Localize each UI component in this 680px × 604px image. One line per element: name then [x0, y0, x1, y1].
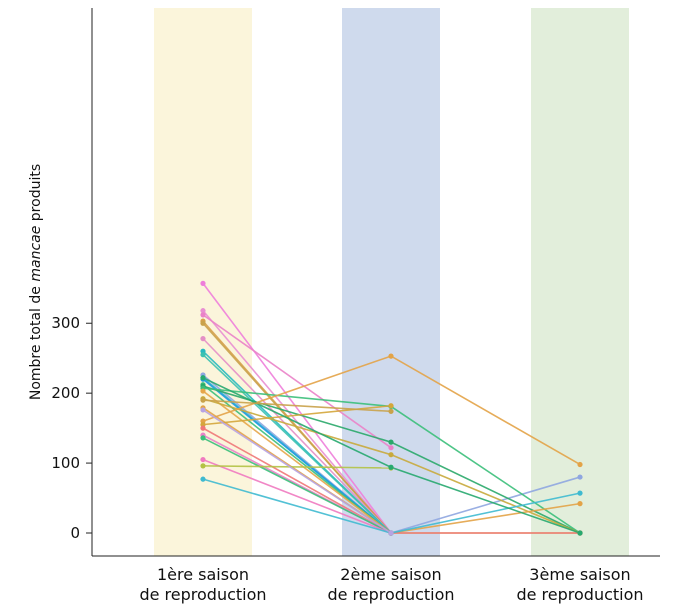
data-point — [388, 403, 394, 409]
y-axis-label-suffix: produits — [28, 164, 44, 226]
category-bands — [154, 8, 629, 556]
series-line-6 — [202, 338, 392, 534]
y-axis-label: Nombre total de mancae produits — [28, 164, 44, 400]
x-tick-label-2: 2ème saison de reproduction — [327, 565, 454, 604]
data-point — [200, 308, 206, 314]
data-point — [388, 530, 394, 536]
series-line-8 — [202, 354, 392, 534]
data-point — [200, 320, 206, 326]
x-tick-label-3: 3ème saison de reproduction — [516, 565, 643, 604]
category-band-2 — [342, 8, 440, 556]
x-tick-label-line: 2ème saison — [340, 565, 441, 584]
series-line-5 — [202, 314, 392, 449]
series-line-22 — [202, 437, 392, 534]
data-point — [388, 464, 394, 470]
x-tick-label-line: 3ème saison — [529, 565, 630, 584]
data-point — [200, 456, 206, 463]
y-tick-label: 300 — [51, 314, 80, 332]
data-point — [200, 375, 206, 381]
data-point — [388, 353, 394, 359]
data-point — [577, 461, 583, 468]
data-point — [388, 439, 394, 445]
series-points — [200, 280, 583, 536]
data-point — [200, 425, 206, 431]
series-line-4 — [202, 322, 392, 534]
x-tick-label-line: de reproduction — [516, 585, 643, 604]
data-point — [388, 452, 394, 458]
data-point — [200, 388, 206, 394]
data-point — [388, 408, 394, 414]
data-point — [200, 476, 206, 482]
x-tick-label-line: de reproduction — [139, 585, 266, 604]
data-point — [200, 352, 206, 358]
category-band-3 — [531, 8, 629, 556]
data-point — [200, 397, 206, 403]
y-tick-label: 0 — [70, 524, 80, 542]
data-point — [200, 336, 206, 342]
data-point — [388, 445, 394, 451]
x-tick-label-line: de reproduction — [327, 585, 454, 604]
data-point — [200, 280, 206, 286]
data-point — [200, 463, 206, 469]
series-line-23 — [202, 458, 392, 534]
data-point — [200, 312, 206, 318]
y-tick-label: 100 — [51, 454, 80, 472]
series-line-1 — [202, 282, 392, 534]
series-line-28 — [202, 409, 392, 534]
data-point — [200, 407, 206, 413]
data-point — [577, 474, 583, 480]
x-tick-label-line: 1ère saison — [157, 565, 249, 584]
y-axis-label-italic: mancae — [28, 226, 44, 282]
series-line-27 — [202, 399, 392, 413]
y-axis-label-prefix: Nombre total de — [28, 282, 44, 401]
y-ticks: 0 100 200 300 — [51, 314, 92, 542]
data-point — [577, 490, 583, 496]
series-line-24 — [202, 465, 392, 469]
data-point — [577, 501, 583, 507]
x-tick-label-1: 1ère saison de reproduction — [139, 565, 266, 604]
series-line-15 — [202, 390, 392, 534]
data-point — [577, 530, 583, 536]
data-point — [200, 435, 206, 441]
y-tick-label: 200 — [51, 384, 80, 402]
